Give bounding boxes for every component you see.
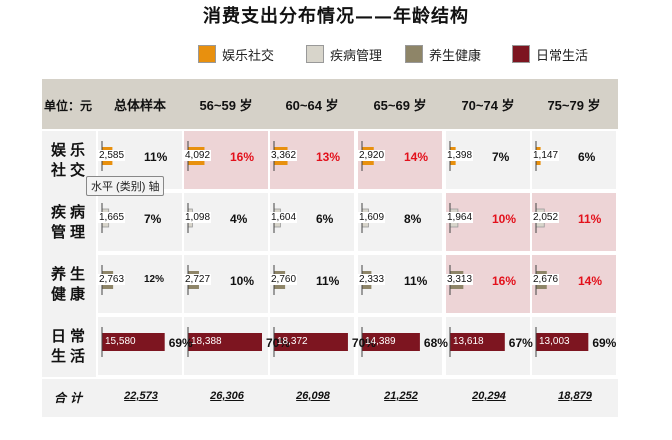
percent-label: 11% <box>144 150 168 164</box>
value-label: 18,388 <box>191 336 222 347</box>
legend-item-entertainment: 娱乐社交 <box>198 44 274 64</box>
legend-label-entertainment: 娱乐社交 <box>222 48 275 64</box>
value-label: 1,147 <box>532 150 560 161</box>
percent-label: 11% <box>404 274 428 288</box>
percent-label: 6% <box>578 150 596 164</box>
column-header: 60~64 岁 <box>285 97 339 113</box>
percent-label: 69% <box>168 336 193 350</box>
percent-label: 6% <box>316 212 334 226</box>
percent-label: 7% <box>492 150 510 164</box>
value-label: 13,003 <box>539 336 570 347</box>
percent-label: 13% <box>316 150 341 164</box>
percent-label: 70% <box>266 336 291 350</box>
chart-title: 消费支出分布情况——年龄结构 <box>203 6 469 27</box>
row-label-text: 日常 生活 <box>50 327 89 365</box>
bar-3-5 <box>536 333 589 351</box>
value-label: 14,389 <box>365 336 396 347</box>
row-label: 日常 生活 <box>44 317 96 375</box>
percent-label: 4% <box>230 212 248 226</box>
percent-label: 8% <box>404 212 422 226</box>
row-label: 疾病 管理 <box>44 193 96 251</box>
value-label: 1,604 <box>270 212 298 223</box>
value-label: 1,098 <box>184 212 212 223</box>
percent-label: 10% <box>492 212 517 226</box>
value-label: 2,585 <box>98 150 126 161</box>
percent-label: 67% <box>508 336 533 350</box>
percent-label: 68% <box>423 336 448 350</box>
column-header: 65~69 岁 <box>373 97 427 113</box>
value-label: 4,092 <box>184 150 212 161</box>
total-row-bg <box>42 379 618 417</box>
value-label: 2,727 <box>184 274 212 285</box>
percent-label: 11% <box>578 212 602 226</box>
header-band <box>42 79 618 129</box>
bar-3-0 <box>102 333 165 351</box>
legend-swatch-daily <box>512 45 530 63</box>
value-label: 18,372 <box>277 336 308 347</box>
column-header: 75~79 岁 <box>547 97 601 113</box>
bar-3-4 <box>450 333 505 351</box>
percent-label: 11% <box>316 274 340 288</box>
column-header: 56~59 岁 <box>199 97 253 113</box>
bar-3-3 <box>362 333 420 351</box>
value-label: 1,665 <box>98 212 126 223</box>
value-label: 2,676 <box>532 274 560 285</box>
legend-item-disease: 疾病管理 <box>306 44 382 64</box>
column-header: 总体样本 <box>113 97 166 113</box>
legend-item-daily: 日常生活 <box>512 44 588 64</box>
legend-label-daily: 日常生活 <box>536 48 589 64</box>
value-label: 2,760 <box>270 274 298 285</box>
column-header: 70~74 岁 <box>461 97 515 113</box>
value-label: 3,362 <box>270 150 298 161</box>
row-label-text: 养生 健康 <box>50 265 89 303</box>
total-value: 22,573 <box>124 390 158 402</box>
total-value: 26,098 <box>296 390 330 402</box>
total-value: 26,306 <box>210 390 244 402</box>
row-label: 娱乐 社交 <box>44 131 96 189</box>
legend-swatch-entertainment <box>198 45 216 63</box>
unit-label: 单位：元 <box>44 99 93 113</box>
percent-label: 16% <box>230 150 255 164</box>
value-label: 2,920 <box>358 150 386 161</box>
total-value: 20,294 <box>472 390 506 402</box>
value-label: 3,313 <box>446 274 474 285</box>
value-label: 15,580 <box>105 336 136 347</box>
value-label: 1,398 <box>446 150 474 161</box>
percent-label: 14% <box>578 274 603 288</box>
percent-label: 10% <box>230 274 255 288</box>
legend-swatch-disease <box>306 45 324 63</box>
total-label: 合计 <box>53 391 86 405</box>
value-label: 2,763 <box>98 274 126 285</box>
bar-3-2 <box>274 333 348 351</box>
percent-label: 69% <box>592 336 617 350</box>
value-label: 2,333 <box>358 274 386 285</box>
row-label-text: 娱乐 社交 <box>50 141 89 179</box>
value-label: 1,609 <box>358 212 386 223</box>
percent-label: 7% <box>144 212 162 226</box>
percent-label: 12% <box>144 274 165 285</box>
legend-label-health: 养生健康 <box>429 48 482 64</box>
value-label: 1,964 <box>446 212 474 223</box>
percent-label: 70% <box>351 336 376 350</box>
total-value: 21,252 <box>384 390 418 402</box>
row-label-text: 疾病 管理 <box>50 203 89 241</box>
legend-label-disease: 疾病管理 <box>330 48 383 64</box>
legend-item-health: 养生健康 <box>405 44 481 64</box>
value-label: 13,618 <box>453 336 484 347</box>
total-value: 18,879 <box>558 390 592 402</box>
bar-3-1 <box>188 333 262 351</box>
row-label: 养生 健康 <box>44 255 96 313</box>
value-label: 2,052 <box>532 212 560 223</box>
percent-label: 16% <box>492 274 517 288</box>
legend-swatch-health <box>405 45 423 63</box>
axis-tooltip: 水平 (类别) 轴 <box>86 176 165 196</box>
percent-label: 14% <box>404 150 429 164</box>
row-label-column <box>42 131 96 377</box>
